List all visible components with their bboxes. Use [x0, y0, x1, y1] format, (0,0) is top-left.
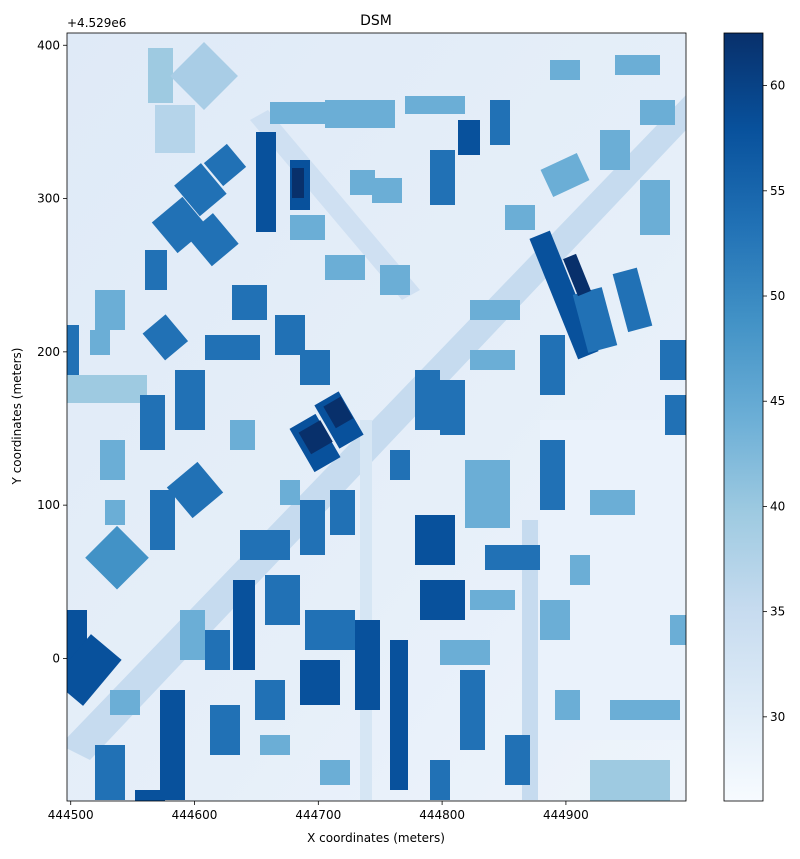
y-tick-label: 100 [37, 498, 60, 512]
x-tick-label: 444700 [295, 808, 341, 822]
raster-buildings-mid [67, 100, 686, 800]
y-axis-label: Y coordinates (meters) [10, 348, 24, 486]
colorbar-tick-label: 45 [770, 394, 785, 408]
raster-block-d [67, 375, 147, 403]
dsm-raster [67, 33, 686, 801]
y-offset-label: +4.529e6 [67, 16, 126, 30]
y-tick-label: 0 [52, 651, 60, 665]
colorbar-tick-label: 55 [770, 184, 785, 198]
y-tick-label: 200 [37, 345, 60, 359]
x-tick-label: 444600 [172, 808, 218, 822]
colorbar-tick-label: 30 [770, 710, 785, 724]
raster-block-c [155, 105, 195, 153]
colorbar-axis: 30 35 40 45 50 55 60 [763, 79, 785, 724]
raster-secondary-road [250, 110, 420, 300]
x-tick-label: 444800 [419, 808, 465, 822]
raster-buildings-light [90, 55, 686, 785]
raster-main-road [67, 95, 686, 760]
x-axis-label: X coordinates (meters) [307, 831, 445, 845]
raster-street-v2 [522, 520, 538, 800]
colorbar-tick-label: 60 [770, 79, 785, 93]
colorbar-tick-label: 40 [770, 499, 785, 513]
colorbar [723, 32, 764, 802]
raster-block-a [148, 48, 173, 103]
x-tick-label: 444900 [543, 808, 589, 822]
y-axis: 0 100 200 300 400 [37, 38, 67, 665]
raster-block-f [465, 460, 510, 528]
raster-buildings-peak [292, 168, 591, 455]
y-tick-label: 400 [37, 38, 60, 52]
colorbar-tick-label: 35 [770, 605, 785, 619]
y-tick-label: 300 [37, 192, 60, 206]
x-axis: 444500 444600 444700 444800 444900 [48, 801, 589, 822]
plot-frame [66, 32, 687, 802]
raster-street-v1 [360, 420, 372, 800]
x-tick-label: 444500 [48, 808, 94, 822]
raster-block-g [590, 760, 670, 801]
chart-title: DSM [360, 13, 392, 29]
colorbar-tick-label: 50 [770, 289, 785, 303]
